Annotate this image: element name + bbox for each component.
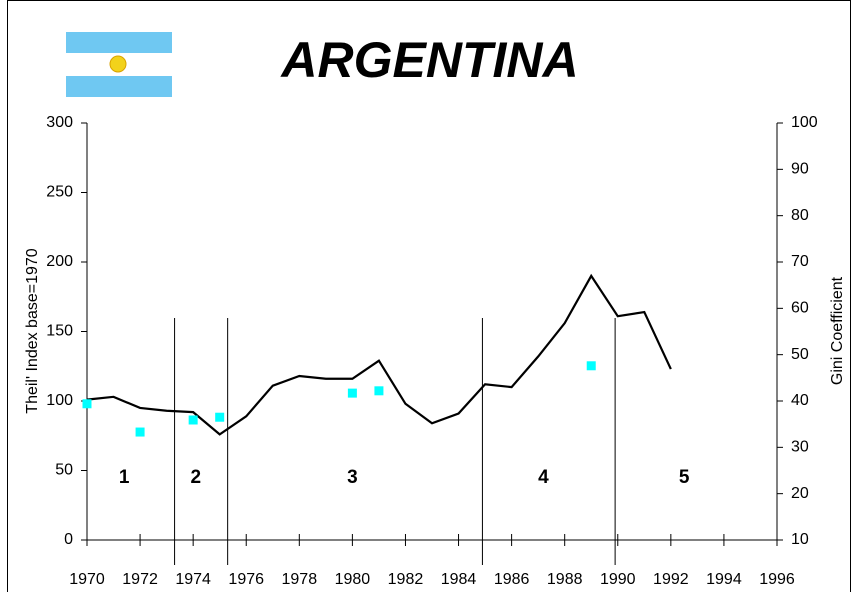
y2-tick-label: 60	[791, 300, 809, 317]
period-label: 5	[679, 467, 690, 488]
x-tick-label: 1986	[494, 571, 530, 588]
y-axis-label: Theil' Index base=1970	[24, 248, 41, 414]
x-tick-label: 1992	[653, 571, 689, 588]
x-tick-label: 1988	[547, 571, 583, 588]
period-label: 1	[119, 467, 130, 488]
y2-tick-label: 20	[791, 485, 809, 502]
gini-point	[135, 427, 145, 437]
x-tick-label: 1974	[175, 571, 211, 588]
y2-tick-label: 40	[791, 392, 809, 409]
frame	[7, 0, 851, 592]
flag	[66, 32, 172, 97]
gini-point	[188, 415, 198, 425]
gini-point	[586, 361, 596, 371]
x-tick-label: 1990	[600, 571, 636, 588]
period-label: 3	[347, 467, 358, 488]
y-tick-label: 300	[46, 114, 73, 131]
y2-tick-label: 70	[791, 253, 809, 270]
y-tick-label: 0	[64, 531, 73, 548]
gini-point	[215, 412, 225, 422]
period-label: 4	[538, 467, 549, 488]
y2-tick-label: 90	[791, 161, 809, 178]
y-tick-label: 100	[46, 392, 73, 409]
x-tick-label: 1978	[282, 571, 318, 588]
y2-tick-label: 100	[791, 114, 818, 131]
y2-tick-label: 80	[791, 207, 809, 224]
gini-point	[374, 386, 384, 396]
x-tick-label: 1980	[335, 571, 371, 588]
chart-title: ARGENTINA	[279, 32, 578, 88]
x-tick-label: 1996	[759, 571, 795, 588]
y2-axis-label: Gini Coefficient	[829, 276, 846, 385]
theil-line	[86, 273, 672, 436]
x-tick-label: 1972	[122, 571, 158, 588]
y-tick-label: 150	[46, 323, 73, 340]
gini-point	[82, 399, 92, 409]
x-tick-label: 1970	[69, 571, 105, 588]
gini-point	[347, 388, 357, 398]
y2-tick-label: 50	[791, 346, 809, 363]
y2-tick-label: 30	[791, 439, 809, 456]
y-tick-label: 250	[46, 184, 73, 201]
y-tick-label: 50	[55, 462, 73, 479]
x-tick-label: 1982	[388, 571, 424, 588]
x-tick-label: 1994	[706, 571, 742, 588]
x-tick-label: 1984	[441, 571, 477, 588]
x-tick-label: 1976	[228, 571, 264, 588]
y2-tick-label: 10	[791, 531, 809, 548]
y-tick-label: 200	[46, 253, 73, 270]
period-label: 2	[191, 467, 202, 488]
